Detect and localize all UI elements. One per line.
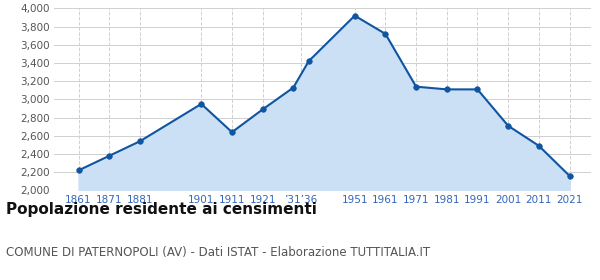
Text: Popolazione residente ai censimenti: Popolazione residente ai censimenti — [6, 202, 317, 217]
Text: COMUNE DI PATERNOPOLI (AV) - Dati ISTAT - Elaborazione TUTTITALIA.IT: COMUNE DI PATERNOPOLI (AV) - Dati ISTAT … — [6, 246, 430, 259]
